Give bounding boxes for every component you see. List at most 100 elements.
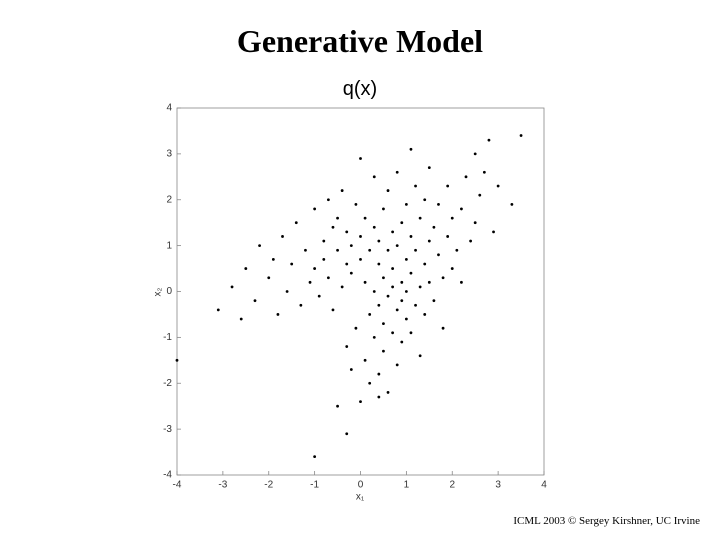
point <box>432 225 436 229</box>
x-tick-label: 0 <box>358 480 364 491</box>
point <box>455 248 459 252</box>
point <box>239 317 243 321</box>
point <box>336 248 339 252</box>
point <box>404 202 408 206</box>
point <box>290 262 294 266</box>
point <box>460 280 463 284</box>
point <box>345 345 349 348</box>
footer: ICML 2003 © Sergey Kirshner, UC Irvine <box>513 515 700 527</box>
point <box>368 381 372 385</box>
point <box>400 280 404 284</box>
point <box>299 303 303 307</box>
point <box>395 244 399 248</box>
point <box>331 225 335 229</box>
y-tick-label: -1 <box>163 332 172 343</box>
point <box>363 216 367 220</box>
point <box>359 400 362 403</box>
point <box>487 138 491 142</box>
point <box>244 267 248 270</box>
point <box>427 239 431 243</box>
slide-title: Generative Model <box>237 23 483 59</box>
point <box>336 216 339 220</box>
point <box>271 257 275 261</box>
point <box>377 262 381 266</box>
x-tick-label: -4 <box>173 480 182 491</box>
y-tick-label: 4 <box>166 103 172 114</box>
y-tick-label: -3 <box>163 424 172 435</box>
point <box>409 331 413 335</box>
y-tick-label: 3 <box>166 149 172 160</box>
point <box>349 271 353 275</box>
x-tick-label: -2 <box>264 480 273 491</box>
point <box>313 455 317 459</box>
point <box>386 294 390 298</box>
x-tick-label: 1 <box>404 480 410 491</box>
point <box>294 221 298 225</box>
point <box>418 216 422 220</box>
point <box>469 239 472 243</box>
point <box>326 276 330 280</box>
point <box>418 354 422 358</box>
point <box>423 313 427 316</box>
x-tick-label: 4 <box>541 480 547 491</box>
point <box>400 299 404 303</box>
y-tick-label: 1 <box>166 240 172 251</box>
x-tick-label: -1 <box>310 480 319 491</box>
point <box>450 267 454 270</box>
plot-frame <box>176 107 545 476</box>
x-tick-label: 3 <box>495 480 501 491</box>
point <box>340 189 344 192</box>
point <box>395 363 399 367</box>
point <box>359 257 362 261</box>
point <box>308 280 312 284</box>
point <box>404 317 408 321</box>
point <box>386 248 390 252</box>
point <box>460 207 463 211</box>
point <box>473 221 477 225</box>
point <box>492 230 495 234</box>
point <box>382 322 385 326</box>
point <box>267 276 271 280</box>
point <box>409 235 413 238</box>
point <box>510 202 514 206</box>
point <box>391 267 395 270</box>
point <box>414 184 417 188</box>
point <box>464 175 468 179</box>
point <box>414 248 417 252</box>
point <box>372 290 376 293</box>
point <box>409 147 413 151</box>
point <box>450 216 454 220</box>
point <box>382 276 385 280</box>
point <box>441 276 445 280</box>
point <box>258 244 261 248</box>
point <box>409 271 413 275</box>
point <box>368 248 372 252</box>
point <box>400 221 404 225</box>
y-axis-label: x₂ <box>153 287 164 296</box>
point <box>473 152 477 156</box>
x-tick-label: -3 <box>218 480 227 491</box>
point <box>377 303 381 307</box>
point <box>391 285 395 289</box>
y-tick-label: -4 <box>163 470 172 481</box>
point <box>423 198 427 202</box>
point <box>519 134 523 137</box>
point <box>230 285 234 289</box>
point <box>414 303 417 307</box>
point <box>304 248 307 252</box>
point <box>377 239 381 243</box>
point <box>368 313 372 316</box>
point <box>418 285 422 289</box>
point <box>349 244 353 248</box>
point <box>372 335 376 339</box>
point <box>437 253 440 257</box>
point <box>175 358 179 362</box>
point <box>441 326 445 330</box>
point <box>363 280 367 284</box>
point <box>382 349 385 353</box>
point <box>404 257 408 261</box>
point <box>345 432 349 436</box>
point <box>331 308 335 312</box>
point <box>322 257 326 261</box>
